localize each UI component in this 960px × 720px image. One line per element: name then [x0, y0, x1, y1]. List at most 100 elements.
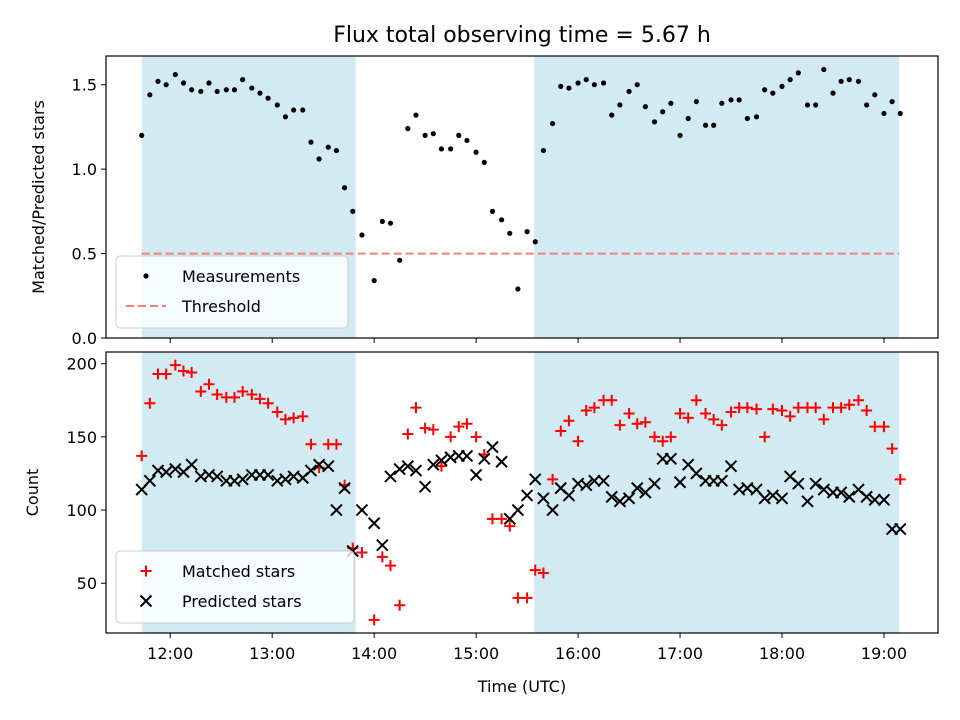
data-point: [387, 220, 394, 226]
series-predicted-stars: [135, 440, 907, 558]
data-point: [770, 90, 776, 96]
data-point: [155, 78, 161, 84]
data-point: [776, 405, 788, 417]
data-point: [864, 102, 870, 108]
data-point: [456, 132, 462, 138]
data-point: [338, 481, 351, 495]
data-point: [665, 431, 677, 443]
data-point: [478, 452, 491, 466]
data-point: [427, 424, 439, 436]
legend-label: Measurements: [182, 267, 300, 286]
data-point: [282, 114, 289, 120]
bottom-panel: 50 100 150 200 12:00 13:00 14:00 15:00 16:00 17:0…: [23, 351, 939, 663]
data-point: [660, 109, 666, 115]
data-point: [495, 455, 508, 468]
x-tick-label: 19:00: [861, 644, 907, 663]
x-tick-label: 13:00: [249, 644, 295, 663]
data-point: [877, 493, 891, 507]
data-point: [700, 407, 712, 419]
data-point: [591, 82, 597, 88]
data-point: [716, 419, 728, 431]
data-point: [305, 438, 317, 450]
data-point: [843, 490, 856, 504]
data-point: [861, 405, 873, 417]
data-point: [617, 102, 623, 108]
data-point: [316, 156, 322, 162]
y-tick-label: 200: [66, 355, 97, 374]
legend-marker: [143, 273, 149, 279]
data-point: [304, 464, 318, 477]
data-point: [356, 547, 368, 559]
data-point: [759, 431, 771, 443]
data-point: [246, 388, 258, 400]
x-tick-label: 18:00: [759, 644, 805, 663]
data-point: [240, 77, 246, 83]
data-point: [881, 110, 887, 117]
data-point: [464, 137, 470, 144]
data-point: [715, 474, 729, 487]
data-point: [470, 431, 482, 443]
data-point: [460, 449, 474, 463]
data-point: [279, 413, 291, 425]
data-point: [409, 464, 423, 477]
data-point: [821, 66, 827, 73]
data-point: [818, 413, 830, 425]
data-point: [588, 474, 601, 487]
data-point: [639, 416, 651, 428]
legend-label: Threshold: [181, 297, 261, 316]
data-point: [605, 490, 618, 504]
data-point: [664, 452, 678, 466]
data-point: [445, 431, 457, 443]
y-tick-label: 150: [66, 428, 97, 447]
data-point: [614, 419, 626, 431]
plot-area: [139, 56, 903, 338]
data-point: [438, 146, 445, 152]
data-point: [563, 415, 575, 427]
data-point: [206, 80, 212, 86]
data-point: [394, 599, 406, 611]
data-point: [291, 107, 297, 113]
data-point: [751, 403, 763, 415]
data-point: [172, 71, 178, 78]
x-tick-label: 16:00: [555, 644, 601, 663]
data-point: [203, 378, 215, 390]
data-point: [580, 405, 592, 417]
data-point: [144, 397, 156, 409]
data-point: [580, 478, 593, 492]
data-point: [682, 412, 694, 424]
data-point: [649, 431, 661, 443]
data-point: [583, 77, 589, 83]
data-point: [690, 467, 703, 480]
series-matched-stars: [136, 359, 906, 626]
data-point: [367, 517, 381, 530]
data-point: [558, 83, 564, 89]
y-tick-label: 0.0: [72, 329, 97, 348]
plot-area: [135, 352, 907, 633]
data-point: [139, 132, 145, 138]
data-point: [274, 102, 280, 108]
data-point: [529, 564, 541, 576]
data-point: [486, 440, 499, 454]
data-point: [693, 98, 699, 105]
data-point: [852, 394, 864, 406]
data-point: [520, 489, 534, 502]
data-point: [271, 406, 283, 418]
data-point: [355, 503, 369, 517]
data-point: [792, 402, 804, 414]
data-point: [801, 495, 814, 508]
data-point: [435, 460, 447, 472]
data-point: [537, 492, 550, 505]
top-panel: 0.0 0.5 1.0 1.5 Matched/Predicted stars Measu…: [29, 55, 939, 348]
data-point: [163, 82, 169, 88]
data-point: [231, 87, 238, 93]
data-point: [376, 551, 388, 563]
data-point: [223, 87, 229, 93]
data-point: [300, 107, 306, 113]
data-point: [489, 208, 496, 214]
data-point: [878, 421, 890, 433]
data-point: [368, 614, 380, 626]
data-point: [180, 80, 187, 86]
data-point: [507, 230, 513, 236]
data-point: [418, 480, 432, 493]
